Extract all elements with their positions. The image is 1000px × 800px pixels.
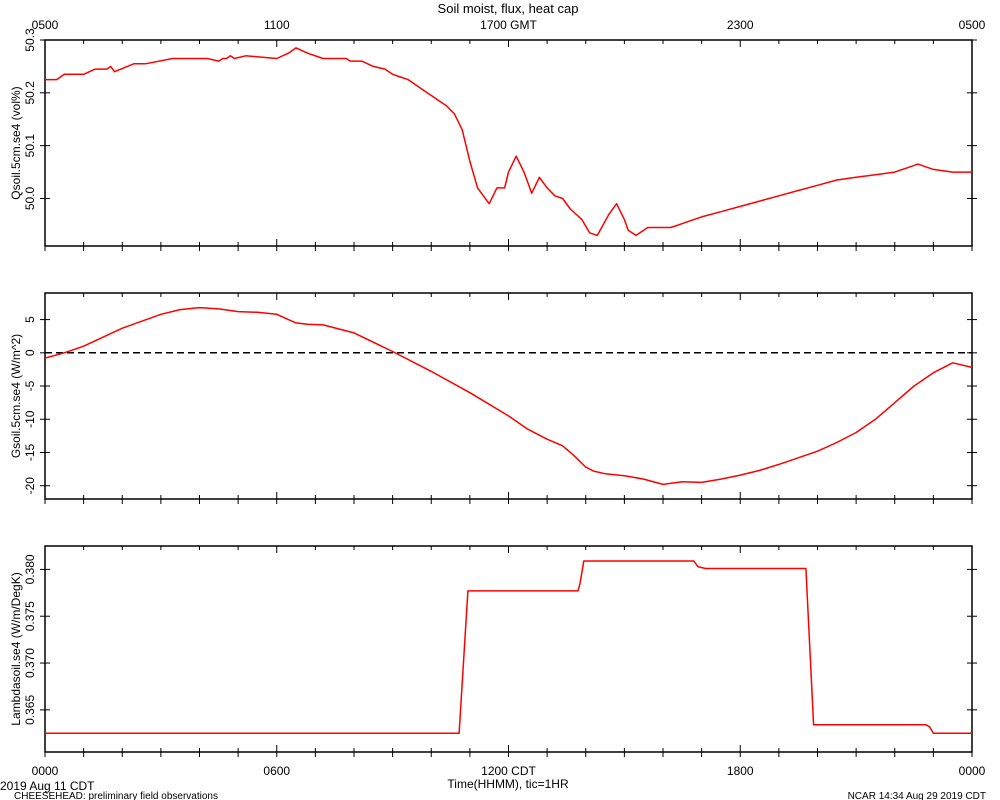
y-tick-label: -5	[23, 380, 37, 391]
panel-1: 50.0 50.1 50.2 50.3 Qsoil.5cm.se4 (vol%)	[9, 28, 977, 251]
y-tick-label: 5	[23, 316, 37, 323]
panel-frame	[44, 39, 973, 247]
plot-panels: 50.0 50.1 50.2 50.3 Qsoil.5cm.se4 (vol%) 5 0 -5…	[9, 28, 977, 757]
date-label: 2019 Aug 11 CDT	[0, 779, 95, 793]
y-tick-label: -20	[23, 477, 37, 495]
y-tick-label: 50.3	[23, 28, 37, 52]
y-axis-label: Qsoil.5cm.se4 (vol%)	[9, 86, 23, 199]
bottom-tick-label: 0600	[263, 764, 290, 778]
y-tick-label: 0.375	[23, 601, 37, 631]
top-tick-label: 2300	[727, 18, 754, 32]
bottom-tick-label: 0000	[32, 764, 59, 778]
y-tick-label: 0.365	[23, 695, 37, 725]
chart-title: Soil moist, flux, heat cap	[438, 1, 579, 16]
bottom-axis-tick-labels: 0000 0600 1200 CDT 1800 0000	[32, 764, 986, 778]
panel-2: 5 0 -5 -10 -15 -20 Gsoil.5cm.se4 (W/m^2)	[9, 292, 977, 504]
y-tick-label: 50.2	[23, 81, 37, 105]
x-axis-label: Time(HHMM), tic=1HR	[447, 777, 569, 791]
top-tick-label: 1100	[264, 18, 290, 32]
y-axis-label: Lambdasoil.se4 (W/m/DegK)	[9, 572, 23, 725]
y-tick-label: 50.1	[23, 134, 37, 158]
y-tick-label: 0.370	[23, 648, 37, 678]
credit-label: NCAR 14:34 Aug 29 2019 CDT	[848, 791, 986, 800]
y-tick-label: -15	[23, 443, 37, 461]
panel-frame	[44, 292, 973, 500]
top-axis-tick-labels: 0500 1100 1700 GMT 2300 0500	[32, 18, 986, 32]
bottom-tick-label: 1200 CDT	[481, 764, 536, 778]
y-tick-label: -10	[23, 410, 37, 428]
y-tick-label: 50.0	[23, 186, 37, 210]
project-label: CHEESEHEAD: preliminary field observatio…	[14, 791, 218, 800]
bottom-tick-label: 1800	[727, 764, 754, 778]
top-tick-label: 1700 GMT	[480, 18, 537, 32]
y-tick-label: 0	[23, 349, 37, 356]
data-series-line	[45, 47, 972, 237]
top-tick-label: 0500	[959, 18, 986, 32]
y-tick-label: 0.380	[23, 554, 37, 584]
top-tick-label: 0500	[32, 18, 59, 32]
bottom-tick-label: 0000	[959, 764, 986, 778]
data-series-line	[45, 560, 972, 735]
panel-frame	[44, 545, 973, 753]
data-series-line	[44, 306, 973, 486]
y-axis-label: Gsoil.5cm.se4 (W/m^2)	[9, 334, 23, 458]
